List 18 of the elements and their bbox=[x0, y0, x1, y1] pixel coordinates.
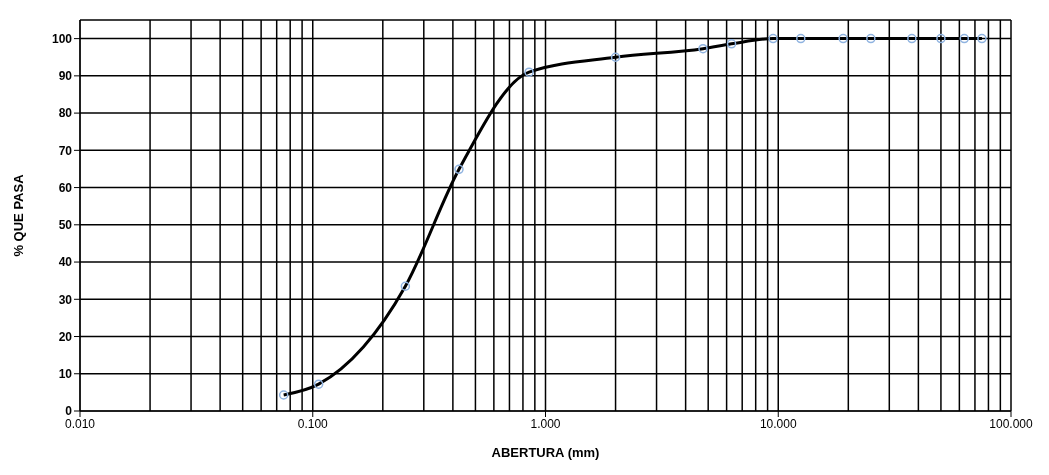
y-tick-label: 30 bbox=[58, 292, 73, 307]
x-tick-label: 0.100 bbox=[297, 416, 329, 431]
y-tick-label: 50 bbox=[58, 218, 73, 233]
x-tick-label: 0.010 bbox=[64, 416, 96, 431]
y-tick-label: 10 bbox=[58, 367, 73, 382]
y-tick-label: 80 bbox=[58, 106, 73, 121]
y-axis-title: % QUE PASA bbox=[10, 173, 26, 257]
y-tick-label: 90 bbox=[58, 69, 73, 84]
y-tick-label: 40 bbox=[58, 255, 73, 270]
y-tick-label: 100 bbox=[51, 31, 73, 46]
x-tick-label: 100.000 bbox=[989, 416, 1034, 431]
y-tick-label: 20 bbox=[58, 329, 73, 344]
y-tick-label: 70 bbox=[58, 143, 73, 158]
x-axis-title: ABERTURA (mm) bbox=[491, 445, 600, 460]
x-tick-label: 1.000 bbox=[530, 416, 561, 431]
y-tick-label: 60 bbox=[58, 180, 73, 195]
x-tick-label: 10.000 bbox=[759, 416, 797, 431]
y-tick-label: 0 bbox=[65, 404, 73, 419]
